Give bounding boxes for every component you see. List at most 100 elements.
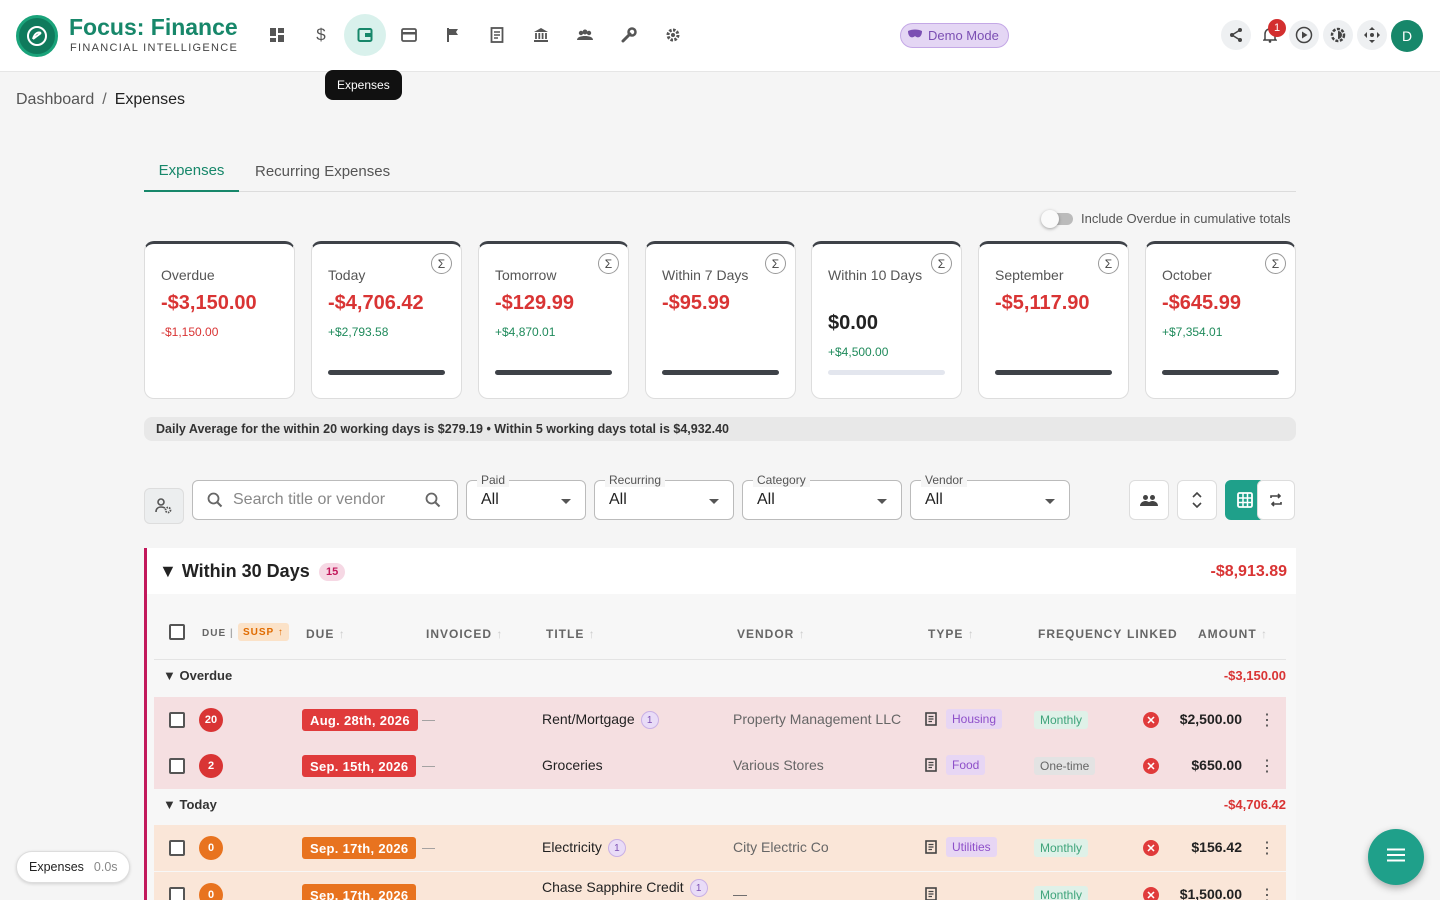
- gear-icon[interactable]: [652, 14, 694, 56]
- receipt-icon[interactable]: [476, 14, 518, 56]
- row-menu-icon[interactable]: ⋮: [1259, 712, 1275, 729]
- header-vendor-label: VENDOR: [737, 627, 795, 641]
- vendor-select[interactable]: Vendor All: [910, 473, 1070, 520]
- avatar[interactable]: D: [1391, 20, 1423, 52]
- row-menu-icon[interactable]: ⋮: [1259, 887, 1275, 900]
- flag-icon[interactable]: [432, 14, 474, 56]
- move-icon[interactable]: [1357, 20, 1387, 50]
- people-filter-button[interactable]: [1129, 480, 1169, 520]
- tab-expenses[interactable]: Expenses: [144, 150, 239, 192]
- sigma-icon[interactable]: Σ: [1265, 253, 1286, 274]
- wallet-icon[interactable]: [344, 14, 386, 56]
- link-count-badge: 1: [689, 879, 708, 898]
- search-field[interactable]: [192, 480, 458, 520]
- paid-select[interactable]: Paid All: [466, 473, 586, 520]
- header-frequency[interactable]: FREQUENCY: [1038, 627, 1123, 641]
- row-checkbox[interactable]: [169, 840, 185, 856]
- row-checkbox[interactable]: [169, 712, 185, 728]
- row-checkbox[interactable]: [169, 887, 185, 900]
- wrench-icon[interactable]: [608, 14, 650, 56]
- sigma-icon[interactable]: Σ: [598, 253, 619, 274]
- receipt-icon: [925, 758, 937, 777]
- search-input[interactable]: [233, 489, 413, 511]
- summary-card[interactable]: Overdue -$3,150.00 -$1,150.00: [144, 241, 295, 399]
- dollar-icon[interactable]: $: [316, 25, 326, 44]
- group-header[interactable]: ▼ Within 30 Days 15 -$8,913.89: [147, 548, 1296, 594]
- subgroup-header[interactable]: ▼ Overdue: [163, 668, 233, 683]
- expense-title[interactable]: Chase Sapphire Credit 1: [542, 879, 708, 898]
- card-progress-bar: [1162, 370, 1279, 375]
- card-label: October: [1162, 267, 1212, 283]
- expense-title-text: Electricity: [542, 839, 602, 855]
- chevron-down-icon: [561, 499, 571, 504]
- share-icon[interactable]: [1221, 20, 1251, 50]
- header-invoiced-label: INVOICED: [426, 627, 493, 641]
- bank-icon[interactable]: [520, 14, 562, 56]
- unlinked-x-icon[interactable]: ✕: [1143, 887, 1159, 900]
- header-pipe: |: [230, 628, 234, 639]
- header-linked[interactable]: LINKED: [1127, 627, 1178, 641]
- sigma-icon[interactable]: Σ: [931, 253, 952, 274]
- repeat-view-button[interactable]: [1257, 480, 1295, 520]
- person-settings-button[interactable]: [144, 488, 184, 524]
- people-icon[interactable]: [564, 14, 606, 56]
- expense-title[interactable]: Groceries: [542, 757, 603, 773]
- amount-value: $650.00: [1191, 757, 1242, 773]
- header-susp-sort[interactable]: SUSP ↑: [238, 623, 289, 641]
- header-due-small[interactable]: DUE: [202, 628, 227, 639]
- unlinked-x-icon[interactable]: ✕: [1143, 712, 1159, 728]
- vendor-name: Property Management LLC: [733, 711, 902, 727]
- row-menu-icon[interactable]: ⋮: [1259, 840, 1275, 857]
- card-value: -$95.99: [662, 292, 730, 314]
- summary-card[interactable]: October -$645.99 +$7,354.01 Σ: [1145, 241, 1296, 399]
- header-invoiced[interactable]: INVOICED ↑: [426, 627, 503, 641]
- header-vendor[interactable]: VENDOR ↑: [737, 627, 806, 641]
- recurring-select-label: Recurring: [605, 473, 666, 487]
- sigma-icon[interactable]: Σ: [765, 253, 786, 274]
- play-icon[interactable]: [1289, 20, 1319, 50]
- header-amount[interactable]: AMOUNT ↑: [1198, 627, 1268, 641]
- sigma-icon[interactable]: Σ: [1098, 253, 1119, 274]
- expand-collapse-button[interactable]: [1177, 480, 1217, 520]
- vendor-select-value: All: [925, 491, 943, 508]
- header-due[interactable]: DUE ↑: [306, 627, 346, 641]
- summary-card[interactable]: Today -$4,706.42 +$2,793.58 Σ: [311, 241, 462, 399]
- recurring-select[interactable]: Recurring All: [594, 473, 734, 520]
- status-pill[interactable]: Expenses 0.0s: [16, 851, 130, 883]
- select-all-checkbox[interactable]: [169, 624, 185, 640]
- credit-card-icon[interactable]: [388, 14, 430, 56]
- demo-mode-badge[interactable]: Demo Mode: [900, 23, 1009, 48]
- summary-card[interactable]: September -$5,117.90 Σ: [978, 241, 1129, 399]
- days-badge: 2: [199, 754, 223, 778]
- brightness-icon[interactable]: [1323, 20, 1353, 50]
- expense-title[interactable]: Electricity 1: [542, 839, 626, 858]
- dashboard-icon[interactable]: [256, 14, 298, 56]
- sigma-icon[interactable]: Σ: [431, 253, 452, 274]
- breadcrumb-dashboard-link[interactable]: Dashboard: [16, 91, 95, 108]
- include-overdue-toggle[interactable]: [1041, 209, 1073, 228]
- search-submit-icon[interactable]: [425, 492, 441, 513]
- card-progress-bar: [828, 370, 945, 375]
- menu-fab-button[interactable]: [1368, 829, 1424, 885]
- summary-card[interactable]: Tomorrow -$129.99 +$4,870.01 Σ: [478, 241, 629, 399]
- tab-recurring-expenses[interactable]: Recurring Expenses: [255, 162, 391, 180]
- unlinked-x-icon[interactable]: ✕: [1143, 758, 1159, 774]
- status-pill-label: Expenses: [29, 860, 84, 874]
- summary-card[interactable]: Within 7 Days -$95.99 Σ: [645, 241, 796, 399]
- brand-subtitle: FINANCIAL INTELLIGENCE: [70, 42, 239, 54]
- header-type[interactable]: TYPE ↑: [928, 627, 975, 641]
- receipt-icon: [925, 712, 937, 731]
- row-menu-icon[interactable]: ⋮: [1259, 758, 1275, 775]
- summary-card[interactable]: Within 10 Days $0.00 +$4,500.00 Σ: [811, 241, 962, 399]
- collapse-icon[interactable]: ▼: [159, 561, 177, 581]
- header-title[interactable]: TITLE ↑: [546, 627, 596, 641]
- unlinked-x-icon[interactable]: ✕: [1143, 840, 1159, 856]
- row-checkbox[interactable]: [169, 758, 185, 774]
- expense-title-text: Chase Sapphire Credit: [542, 879, 684, 895]
- top-bar: Focus: Finance FINANCIAL INTELLIGENCE $ …: [0, 0, 1440, 72]
- subgroup-header[interactable]: ▼ Today: [163, 797, 217, 812]
- logo-icon[interactable]: [16, 15, 58, 57]
- expense-title[interactable]: Rent/Mortgage 1: [542, 711, 659, 730]
- category-select[interactable]: Category All: [742, 473, 902, 520]
- vendor-select-label: Vendor: [921, 473, 968, 487]
